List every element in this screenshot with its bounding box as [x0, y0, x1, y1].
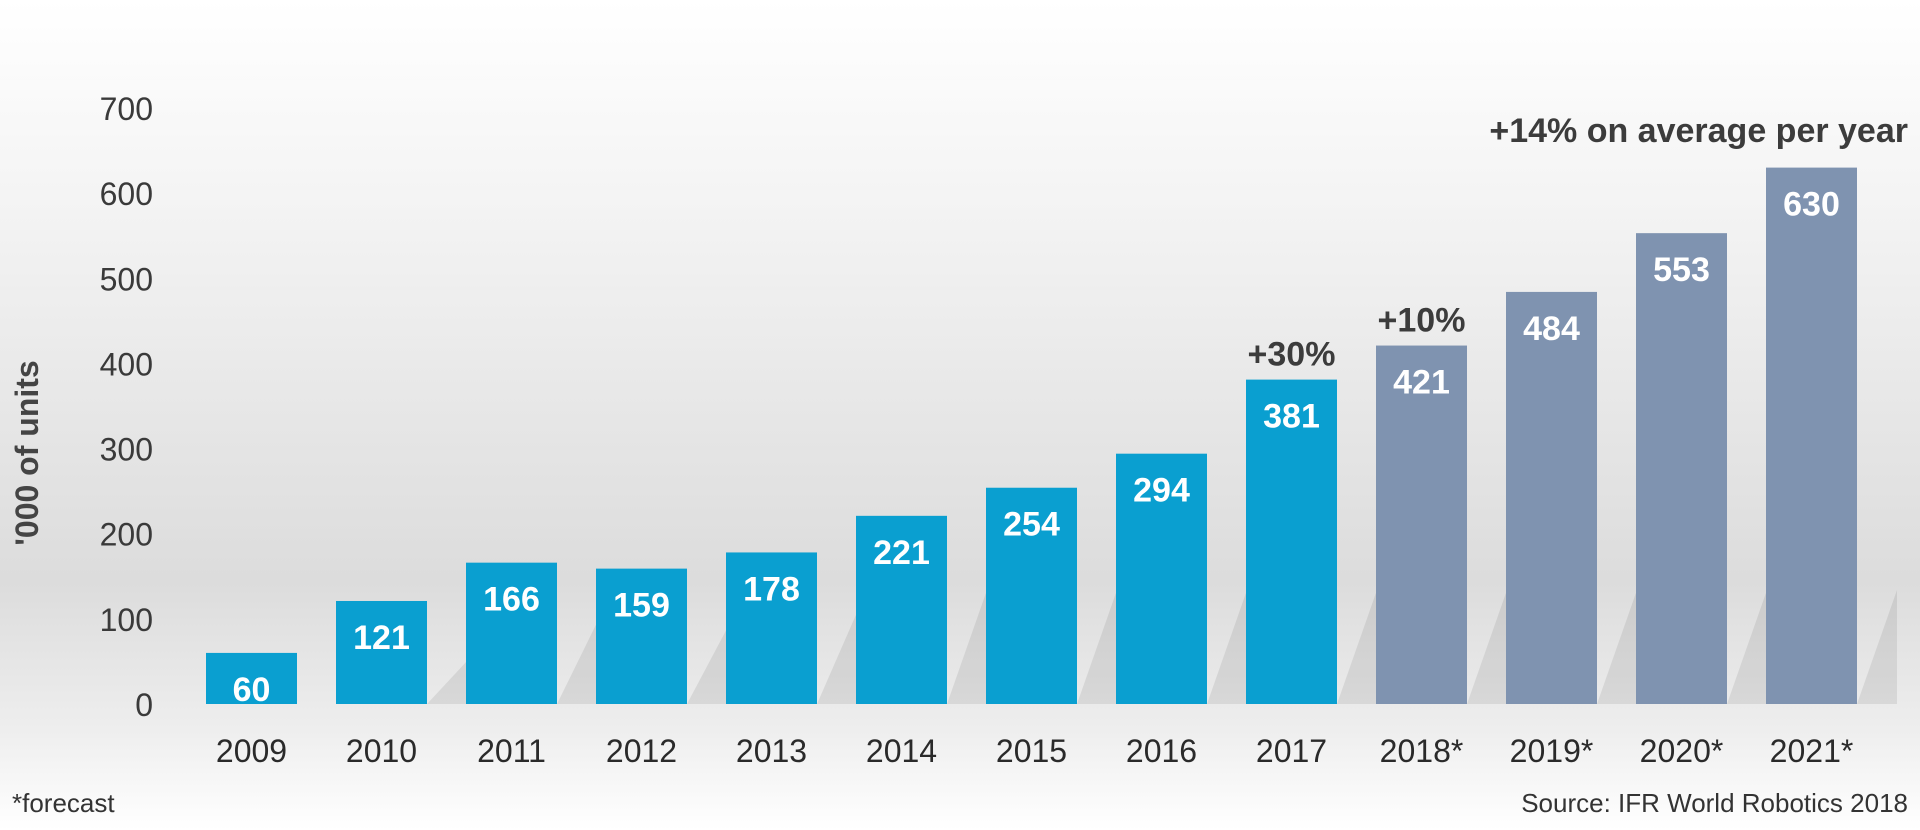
- annotation: +10%: [1378, 302, 1466, 340]
- data-label: 381: [1263, 398, 1320, 436]
- bar-shadow: [817, 612, 857, 704]
- data-label: 553: [1653, 251, 1710, 289]
- x-tick-label: 2010: [346, 733, 417, 769]
- data-label: 121: [353, 619, 410, 657]
- data-label: 484: [1523, 310, 1580, 348]
- x-tick-label: 2017: [1256, 733, 1327, 769]
- y-axis-label: '000 of units: [9, 360, 45, 545]
- bar-shadow: [427, 660, 467, 704]
- y-tick-label: 700: [100, 91, 153, 127]
- bar-shadow: [1207, 590, 1247, 704]
- x-tick-label: 2020*: [1640, 733, 1724, 769]
- bar-shadow: [557, 622, 597, 704]
- y-tick-label: 0: [135, 687, 153, 723]
- bar-2017: [1246, 379, 1337, 704]
- x-tick-label: 2012: [606, 733, 677, 769]
- x-tick-label: 2018*: [1380, 733, 1464, 769]
- bar-shadow: [1727, 590, 1767, 704]
- y-tick-label: 500: [100, 261, 153, 297]
- data-label: 166: [483, 581, 540, 619]
- bar-shadow: [1467, 590, 1507, 704]
- bar-2009: [206, 652, 297, 704]
- data-label: 60: [233, 671, 271, 709]
- bar-2013: [726, 552, 817, 704]
- source-note: Source: IFR World Robotics 2018: [1521, 788, 1908, 818]
- data-label: 630: [1783, 186, 1840, 224]
- x-tick-label: 2009: [216, 733, 287, 769]
- y-tick-label: 600: [100, 176, 153, 212]
- x-tick-label: 2014: [866, 733, 937, 769]
- bar-2010: [336, 600, 427, 704]
- annotation: +30%: [1248, 336, 1336, 374]
- bar-shadow: [1337, 590, 1377, 704]
- bar-2020: [1636, 233, 1727, 704]
- data-label: 178: [743, 570, 800, 608]
- bar-2014: [856, 515, 947, 704]
- annotation: +14% on average per year: [1489, 112, 1908, 150]
- bar-shadow: [1857, 590, 1897, 704]
- bar-shadow: [687, 628, 727, 704]
- data-label: 294: [1133, 472, 1190, 510]
- bar-2019: [1506, 291, 1597, 704]
- y-tick-label: 400: [100, 346, 153, 382]
- bar-2015: [986, 487, 1077, 704]
- bar-shadow: [947, 590, 987, 704]
- x-tick-label: 2013: [736, 733, 807, 769]
- bar-2016: [1116, 453, 1207, 704]
- data-label: 221: [873, 534, 930, 572]
- x-tick-label: 2016: [1126, 733, 1197, 769]
- bar-2021: [1766, 167, 1857, 705]
- bar-2011: [466, 562, 557, 704]
- data-label: 159: [613, 587, 670, 625]
- x-tick-label: 2015: [996, 733, 1067, 769]
- data-label: 254: [1003, 506, 1060, 544]
- x-tick-label: 2021*: [1770, 733, 1854, 769]
- y-tick-label: 300: [100, 432, 153, 468]
- x-tick-label: 2019*: [1510, 733, 1594, 769]
- bar-shadow: [1077, 590, 1117, 704]
- footnote: *forecast: [12, 788, 115, 818]
- y-tick-label: 100: [100, 602, 153, 638]
- x-tick-label: 2011: [477, 733, 546, 769]
- y-tick-label: 200: [100, 517, 153, 553]
- bar-2018: [1376, 345, 1467, 704]
- bar-2012: [596, 568, 687, 704]
- data-label: 421: [1393, 364, 1450, 402]
- bar-shadow: [1597, 590, 1637, 704]
